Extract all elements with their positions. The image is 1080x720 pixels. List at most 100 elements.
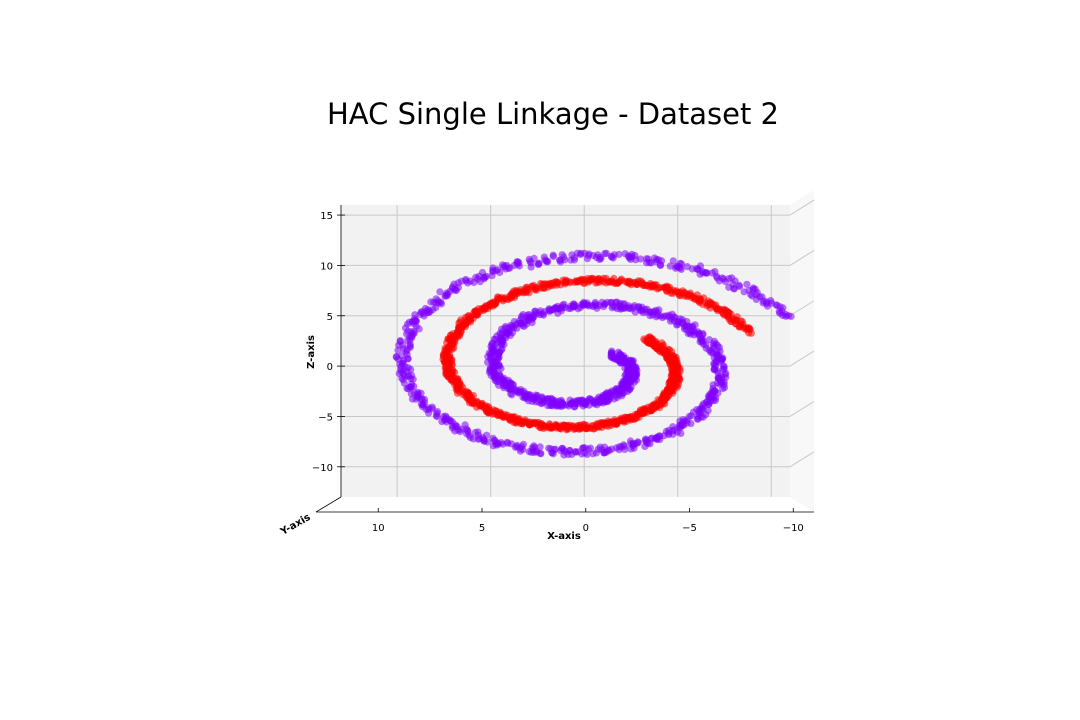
scatter-point xyxy=(513,386,521,394)
scatter-point xyxy=(453,423,461,431)
scatter-point xyxy=(579,444,587,452)
scatter-point xyxy=(568,450,576,458)
x-tick-label: 10 xyxy=(372,523,385,534)
scatter-point xyxy=(533,448,541,456)
scatter-point xyxy=(677,260,686,268)
z-tick-label: 0 xyxy=(327,362,333,373)
scatter-point xyxy=(513,258,521,266)
z-grid-line-side xyxy=(789,300,815,317)
scatter-point xyxy=(574,448,582,456)
scatter-point xyxy=(464,313,472,321)
scatter-point xyxy=(553,281,561,289)
scatter-point xyxy=(494,266,502,274)
scatter-point xyxy=(451,286,459,294)
chart-title: HAC Single Linkage - Dataset 2 xyxy=(327,97,779,131)
scatter-point xyxy=(643,259,651,267)
scatter-point xyxy=(656,261,664,269)
scatter-series xyxy=(439,274,755,434)
x-tick-label: −10 xyxy=(783,523,804,534)
scatter-point xyxy=(599,303,608,311)
x-axis-label: X-axis xyxy=(547,531,581,542)
z-tick-label: −5 xyxy=(318,412,333,423)
z-grid-line-side xyxy=(789,249,815,266)
scatter-point xyxy=(560,300,568,308)
x-tick-label: 5 xyxy=(479,523,485,534)
scatter-point xyxy=(714,307,722,315)
scatter-point xyxy=(787,312,795,320)
scatter-point xyxy=(513,443,521,451)
scatter-point xyxy=(675,421,684,429)
scatter-point xyxy=(433,409,441,417)
scatter-point xyxy=(558,251,566,259)
scatter-point xyxy=(411,311,419,319)
scatter-point xyxy=(617,275,626,283)
z-grid-line-side xyxy=(789,350,815,367)
z-tick-label: 5 xyxy=(327,312,333,323)
scatter-point xyxy=(622,383,630,391)
scatter-point xyxy=(782,312,790,320)
scatter-point xyxy=(735,323,743,331)
scatter-point xyxy=(616,443,624,451)
scatter-point xyxy=(693,415,702,423)
scatter-point xyxy=(535,260,543,268)
scatter-point xyxy=(632,256,640,264)
scatter-series xyxy=(392,249,795,459)
scatter-point xyxy=(585,250,593,258)
scatter-point xyxy=(479,434,487,442)
scatter-point xyxy=(530,254,538,262)
scatter-point xyxy=(690,326,698,335)
scatter-point xyxy=(419,401,427,409)
scatter-point xyxy=(627,445,635,453)
scatter-point xyxy=(706,398,714,406)
scatter-point xyxy=(589,450,597,458)
scatter-point xyxy=(566,400,574,408)
scatter-point xyxy=(539,310,547,318)
scatter-point xyxy=(576,278,584,286)
y-axis-line xyxy=(315,496,342,513)
scatter-point xyxy=(492,440,500,448)
scatter-point xyxy=(434,297,442,305)
scatter-point xyxy=(436,288,444,296)
scatter-point xyxy=(547,445,555,453)
scatter-point xyxy=(496,372,504,380)
scatter-point xyxy=(404,364,412,372)
scatter-point xyxy=(587,274,595,283)
z-grid-line-side xyxy=(789,199,815,216)
scatter-point xyxy=(414,388,422,396)
scatter-point xyxy=(747,329,755,337)
z-tick-label: 15 xyxy=(320,211,333,222)
y-axis-label: Y-axis xyxy=(278,512,313,538)
scatter-point xyxy=(506,264,514,272)
scatter-point xyxy=(557,447,565,455)
scatter-point xyxy=(577,249,585,257)
scatter-point xyxy=(627,440,635,448)
scatter-point xyxy=(594,445,602,453)
z-axis-label: Z-axis xyxy=(306,335,317,369)
scatter-point xyxy=(701,268,710,277)
scatter-point xyxy=(702,341,710,349)
z-tick-label: 10 xyxy=(320,261,333,272)
scatter-point xyxy=(461,421,469,429)
x-tick-label: 0 xyxy=(583,523,589,534)
scatter-point xyxy=(740,288,748,296)
axis-lines xyxy=(315,205,814,513)
scatter-point xyxy=(549,251,557,259)
scatter-point xyxy=(735,281,743,289)
scatter-point xyxy=(677,265,685,273)
scatter-point xyxy=(641,442,649,450)
scatter-point xyxy=(693,265,701,273)
scatter-point xyxy=(641,305,649,313)
axes-panes xyxy=(341,190,814,512)
scatter-point xyxy=(439,413,447,421)
scatter-point xyxy=(415,325,423,333)
z-grid-line-side xyxy=(789,401,815,417)
scatter-point xyxy=(556,256,564,264)
x-tick-label: −5 xyxy=(682,523,697,534)
scatter-point xyxy=(518,443,526,451)
scatter-point xyxy=(615,250,623,258)
tick-labels: 10 5 0 −5 −10 15 10 5 0 −5 −10 xyxy=(312,211,804,534)
scatter-point xyxy=(482,272,490,280)
scatter-point xyxy=(536,443,544,451)
scatter-point xyxy=(570,278,578,286)
